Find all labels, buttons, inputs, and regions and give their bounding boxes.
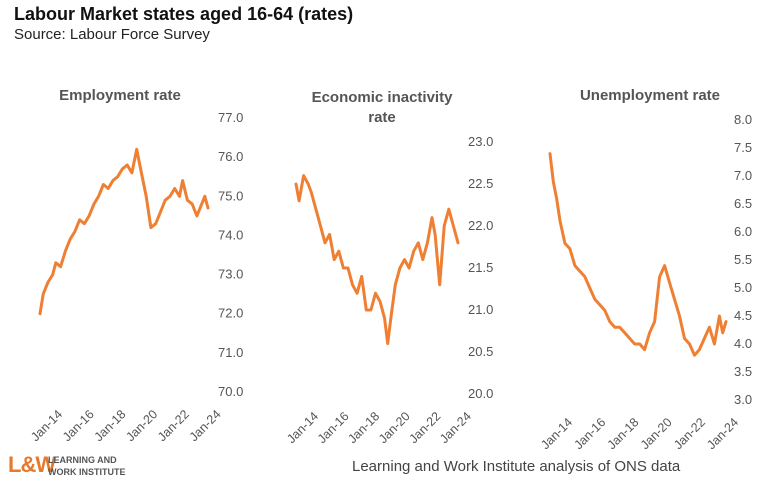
x-tick-label: Jan-16 xyxy=(60,407,97,444)
y-tick-label: 73.0 xyxy=(218,267,243,282)
lw-logo-text: LEARNING AND WORK INSTITUTE xyxy=(48,454,126,478)
x-tick-label: Jan-20 xyxy=(123,407,160,444)
y-tick-label: 21.0 xyxy=(468,302,493,317)
x-tick-label: Jan-18 xyxy=(605,415,642,452)
y-tick-label: 20.0 xyxy=(468,386,493,401)
panel-title-line2: rate xyxy=(368,109,396,126)
lw-logo-line1: LEARNING AND xyxy=(48,455,117,465)
x-tick-label: Jan-22 xyxy=(671,415,708,452)
x-tick-label: Jan-16 xyxy=(315,409,352,446)
y-tick-label: 23.0 xyxy=(468,134,493,149)
x-tick-label: Jan-20 xyxy=(376,409,413,446)
lw-logo: L&W LEARNING AND WORK INSTITUTE xyxy=(8,452,138,482)
y-tick-label: 5.5 xyxy=(734,252,752,267)
lw-logo-line2: WORK INSTITUTE xyxy=(48,467,126,477)
y-tick-label: 6.5 xyxy=(734,196,752,211)
y-tick-label: 22.0 xyxy=(468,218,493,233)
x-tick-label: Jan-22 xyxy=(155,407,192,444)
y-tick-label: 4.0 xyxy=(734,336,752,351)
panel-title-line1: Economic inactivity xyxy=(312,89,454,106)
y-tick-label: 7.0 xyxy=(734,168,752,183)
x-tick-label: Jan-14 xyxy=(284,409,321,446)
y-tick-label: 75.0 xyxy=(218,188,243,203)
y-tick-label: 72.0 xyxy=(218,306,243,321)
y-tick-label: 76.0 xyxy=(218,149,243,164)
y-tick-label: 4.5 xyxy=(734,308,752,323)
chart-title: Labour Market states aged 16-64 (rates) xyxy=(14,4,354,24)
x-tick-label: Jan-14 xyxy=(538,415,575,452)
y-tick-label: 21.5 xyxy=(468,260,493,275)
series-line xyxy=(38,147,210,316)
panel-title: Employment rate xyxy=(59,87,181,104)
x-tick-label: Jan-18 xyxy=(345,409,382,446)
y-tick-label: 20.5 xyxy=(468,344,493,359)
x-tick-label: Jan-16 xyxy=(571,415,608,452)
y-tick-label: 7.5 xyxy=(734,140,752,155)
x-tick-label: Jan-14 xyxy=(28,407,65,444)
y-tick-label: 8.0 xyxy=(734,112,752,127)
series-line xyxy=(294,174,460,346)
panel-title: Unemployment rate xyxy=(580,87,720,104)
series-line xyxy=(548,152,728,357)
x-tick-label: Jan-18 xyxy=(92,407,129,444)
chart-subtitle: Source: Labour Force Survey xyxy=(14,26,210,43)
x-tick-label: Jan-20 xyxy=(638,415,675,452)
y-tick-label: 3.0 xyxy=(734,392,752,407)
source-note: Learning and Work Institute analysis of … xyxy=(352,458,681,475)
x-tick-label: Jan-24 xyxy=(704,415,741,452)
y-tick-label: 74.0 xyxy=(218,227,243,242)
x-tick-label: Jan-24 xyxy=(437,409,474,446)
y-tick-label: 5.0 xyxy=(734,280,752,295)
y-tick-label: 77.0 xyxy=(218,110,243,125)
y-tick-label: 3.5 xyxy=(734,364,752,379)
y-tick-label: 6.0 xyxy=(734,224,752,239)
lw-logo-mark: L&W xyxy=(8,452,56,477)
y-tick-label: 22.5 xyxy=(468,176,493,191)
y-tick-label: 70.0 xyxy=(218,384,243,399)
x-tick-label: Jan-22 xyxy=(406,409,443,446)
x-tick-label: Jan-24 xyxy=(187,407,224,444)
y-tick-label: 71.0 xyxy=(218,345,243,360)
